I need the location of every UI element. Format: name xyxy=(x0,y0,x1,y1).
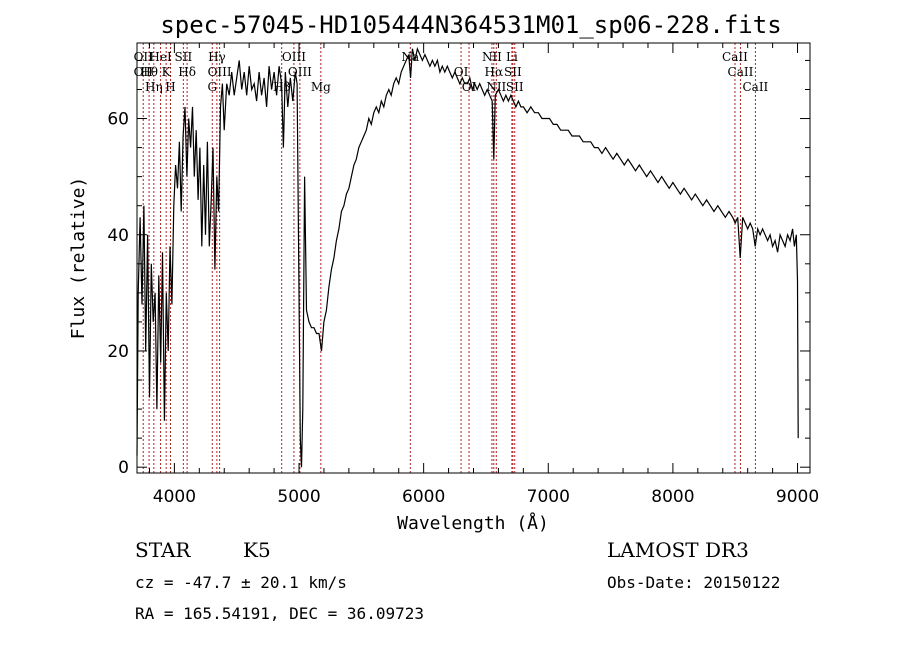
line-marker-label: Hθ xyxy=(140,65,158,79)
line-marker-label: CaII xyxy=(728,65,754,79)
x-tick-label: 6000 xyxy=(402,487,445,507)
obs-date: Obs-Date: 20150122 xyxy=(607,573,781,592)
line-marker-label: SII xyxy=(175,50,193,64)
x-tick-label: 8000 xyxy=(651,487,694,507)
y-tick-label: 60 xyxy=(107,110,129,130)
line-marker-label: CaII xyxy=(742,80,768,94)
line-marker-label: CaII xyxy=(722,50,748,64)
object-subclass: K5 xyxy=(243,538,271,562)
spectrum-line xyxy=(136,46,799,468)
line-marker-label: Mg xyxy=(311,80,331,94)
line-marker-label: Hγ xyxy=(208,50,226,64)
line-marker-label: OIII xyxy=(288,65,312,79)
x-axis-ticks: 4000 5000 6000 7000 8000 9000 xyxy=(148,43,819,507)
x-tick-label: 7000 xyxy=(527,487,570,507)
line-marker-label: H xyxy=(165,80,175,94)
y-axis-label: Flux (relative) xyxy=(68,177,89,340)
survey-name: LAMOST DR3 xyxy=(607,538,749,562)
line-marker-label: OII xyxy=(134,65,154,79)
line-marker-label: SII xyxy=(504,65,522,79)
line-marker-label: G xyxy=(207,80,217,94)
x-tick-label: 5000 xyxy=(277,487,320,507)
y-tick-label: 0 xyxy=(118,458,129,478)
redshift-text: cz = -47.7 ± 20.1 km/s xyxy=(135,573,347,592)
line-marker-label: OIII xyxy=(282,50,306,64)
chart-title: spec-57045-HD105444N364531M01_sp06-228.f… xyxy=(160,11,781,39)
x-tick-label: 9000 xyxy=(776,487,819,507)
emission-line-markers xyxy=(142,43,756,473)
line-marker-label: Hη xyxy=(145,80,163,94)
line-marker-label: Li xyxy=(506,50,518,64)
line-marker-label: Hδ xyxy=(178,65,196,79)
line-marker-label: Hα xyxy=(485,65,504,79)
y-tick-label: 20 xyxy=(107,342,129,362)
line-marker-label: OIII xyxy=(208,65,232,79)
coordinates-text: RA = 165.54191, DEC = 36.09723 xyxy=(135,604,424,623)
line-marker-label: NII xyxy=(486,80,506,94)
y-axis-ticks: 0 20 40 60 xyxy=(107,59,810,478)
line-marker-label: NII xyxy=(482,50,502,64)
line-marker-label: HeI xyxy=(149,50,172,64)
line-marker-label: SII xyxy=(506,80,524,94)
x-axis-label: Wavelength (Å) xyxy=(397,512,549,534)
object-class: STAR xyxy=(135,538,191,562)
plot-frame xyxy=(136,42,811,474)
x-tick-label: 4000 xyxy=(153,487,196,507)
line-marker-label: K xyxy=(162,65,172,79)
emission-line-labels: OIIOIIHθHηHeIKHSIIHδGHγOIIIHβOIIIOIIIMgN… xyxy=(134,50,769,94)
line-marker-label: OI xyxy=(454,65,469,79)
y-tick-label: 40 xyxy=(107,226,129,246)
